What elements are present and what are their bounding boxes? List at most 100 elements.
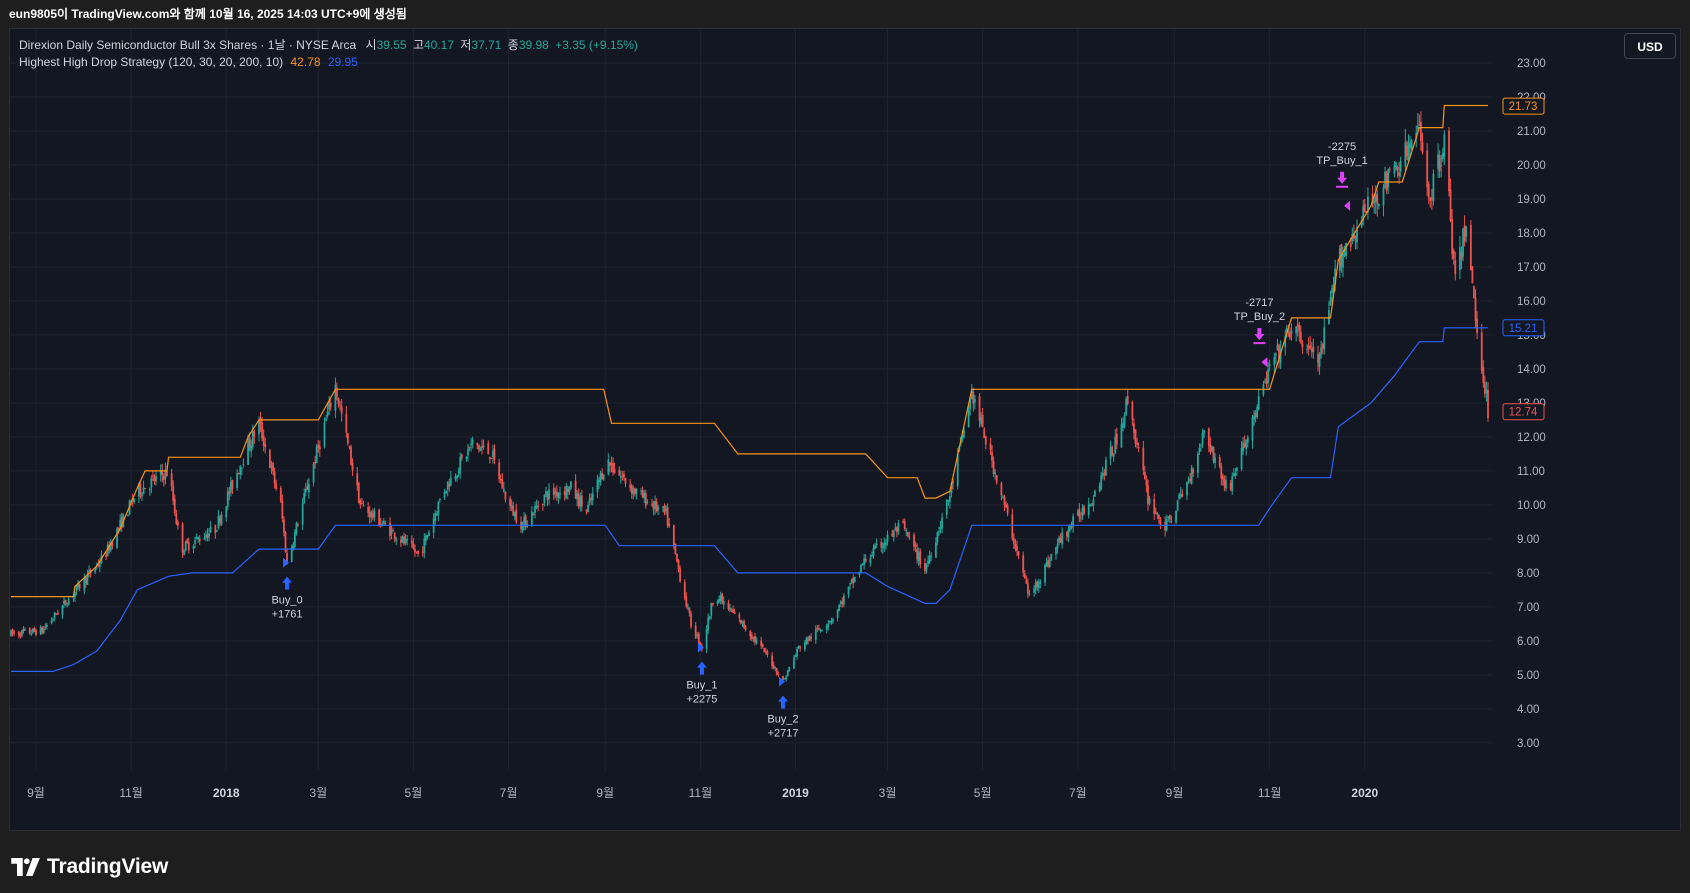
- candle-body: [1301, 343, 1304, 348]
- candle-body: [827, 624, 830, 627]
- candle-body: [566, 488, 569, 493]
- candle-body: [523, 517, 526, 525]
- chart-panel[interactable]: Buy_0 +1761 Buy_1 +2275 Buy_2 +2717 -2717 TP_Bu…: [9, 28, 1681, 831]
- price-tick-label: 9.00: [1517, 534, 1539, 546]
- candle-body: [105, 554, 108, 557]
- candle-body: [794, 654, 797, 657]
- candle-body: [1334, 268, 1337, 285]
- candle-body: [55, 613, 58, 615]
- candle-body: [231, 480, 234, 489]
- candle-body: [1190, 467, 1193, 484]
- candle-body: [916, 548, 919, 560]
- symbol-name[interactable]: Direxion Daily Semiconductor Bull 3x Sha…: [19, 38, 357, 52]
- candle-body: [652, 502, 655, 510]
- candle-body: [1454, 260, 1457, 275]
- candle-body: [860, 565, 862, 573]
- candle-body: [1036, 581, 1039, 587]
- candle-body: [772, 664, 775, 668]
- candle-body: [1298, 325, 1301, 332]
- candle-body: [596, 479, 599, 493]
- candle-body: [799, 646, 802, 649]
- candle-body: [404, 539, 407, 544]
- sell-exit-marker: [1261, 357, 1268, 368]
- candle-body: [1485, 389, 1488, 393]
- candle-body: [1289, 332, 1291, 338]
- tradingview-logo[interactable]: TradingView: [11, 855, 168, 879]
- candle-body: [368, 512, 371, 518]
- candle-body: [885, 542, 887, 545]
- candle-body: [513, 511, 516, 517]
- candle-body: [1044, 565, 1046, 583]
- candle-body: [340, 406, 343, 414]
- candle-body: [501, 479, 504, 489]
- candle-body: [116, 528, 118, 548]
- candle-body: [56, 612, 59, 615]
- candle-body: [1220, 466, 1223, 479]
- candle-body: [1460, 251, 1463, 260]
- strategy-name[interactable]: Highest High Drop Strategy (120, 30, 20,…: [19, 55, 284, 69]
- buy-signal-qty: +2275: [686, 694, 717, 706]
- candle-body: [164, 469, 167, 479]
- candle-body: [460, 454, 463, 459]
- candle-body: [437, 501, 440, 515]
- candle-body: [610, 463, 613, 466]
- candle-body: [1176, 500, 1179, 511]
- price-tick-label: 21.00: [1517, 126, 1546, 138]
- candle-body: [557, 493, 560, 498]
- candle-body: [590, 497, 593, 500]
- candle-body: [449, 477, 452, 486]
- candle-body: [1002, 496, 1004, 498]
- candle-body: [992, 460, 995, 474]
- candle-body: [295, 523, 298, 534]
- candle-body: [75, 585, 78, 591]
- candle-body: [995, 475, 998, 483]
- candle-body: [31, 628, 34, 633]
- candle-body: [356, 473, 359, 486]
- candle-body: [908, 536, 911, 538]
- price-chart[interactable]: Buy_0 +1761 Buy_1 +2275 Buy_2 +2717 -2717 TP_Bu…: [10, 29, 1680, 830]
- candle-body: [390, 529, 393, 535]
- buy-arrow-icon: [282, 576, 293, 590]
- candle-body: [337, 398, 340, 405]
- candle-body: [306, 486, 309, 490]
- candle-body: [1048, 559, 1051, 568]
- candle-body: [613, 468, 616, 473]
- candle-body: [456, 475, 458, 479]
- candle-body: [1045, 561, 1048, 567]
- candle-body: [1061, 532, 1064, 545]
- candle-body: [741, 621, 744, 624]
- buy-entry-marker: [283, 557, 290, 568]
- candle-body: [869, 557, 872, 564]
- candle-body: [707, 617, 710, 631]
- candle-body: [749, 630, 752, 637]
- candle-body: [930, 555, 933, 557]
- current-price-value: 21.73: [1509, 101, 1538, 113]
- price-tick-label: 6.00: [1517, 636, 1539, 648]
- currency-button[interactable]: USD: [1624, 33, 1676, 59]
- candle-body: [1133, 423, 1135, 433]
- candle-body: [782, 676, 784, 680]
- candle-body: [902, 521, 905, 523]
- sell-signal-label: TP_Buy_2: [1234, 311, 1285, 323]
- candle-body: [913, 534, 915, 547]
- candle-body: [467, 449, 469, 456]
- candle-body: [764, 650, 767, 652]
- price-tick-label: 5.00: [1517, 670, 1539, 682]
- candle-body: [766, 651, 769, 655]
- candle-body: [220, 514, 223, 525]
- candle-body: [1437, 154, 1439, 169]
- candle-body: [1156, 512, 1159, 515]
- candle-body: [1103, 472, 1106, 475]
- candle-body: [1395, 162, 1397, 168]
- candle-body: [710, 602, 713, 616]
- candle-body: [162, 476, 165, 481]
- candle-body: [1331, 288, 1333, 294]
- candle-body: [842, 595, 845, 605]
- candle-body: [727, 602, 730, 610]
- candle-body: [646, 501, 649, 504]
- candle-body: [579, 496, 582, 507]
- time-axis: 9월 11월 2018 3월 5월 7월 9월 11월 2019 3월 5월 7월 9월 11월 2020: [10, 770, 1492, 830]
- candle-body: [312, 463, 315, 483]
- candle-body: [325, 418, 327, 422]
- time-tick-label: 11월: [1258, 786, 1282, 800]
